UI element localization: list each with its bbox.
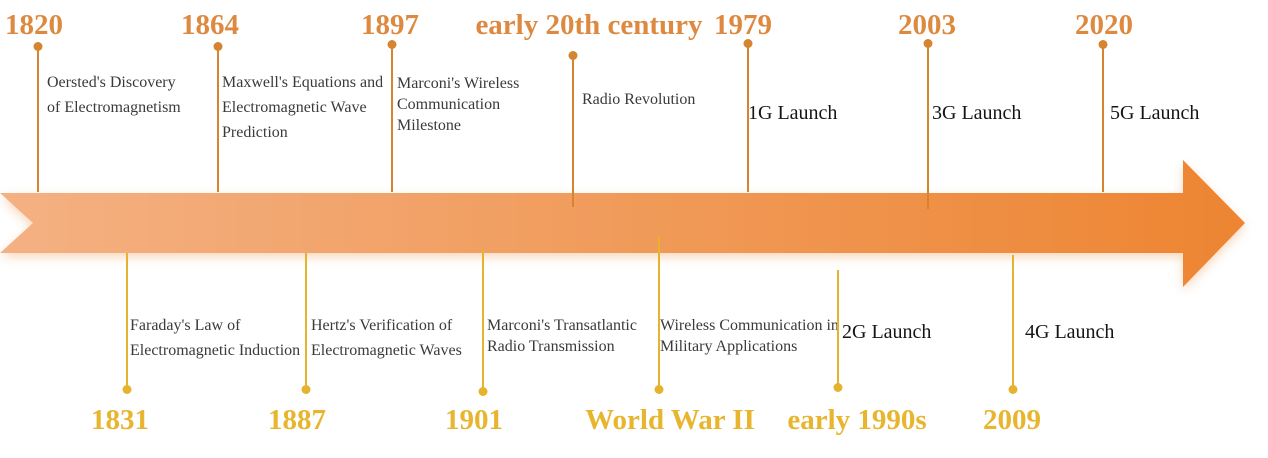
- event-text: 1G Launch: [748, 101, 837, 125]
- event-text-line: Radio Revolution: [582, 91, 696, 108]
- year-world-war-ii: World War II: [585, 404, 755, 436]
- connector-dot: [213, 42, 223, 51]
- year-2003: 2003: [898, 9, 956, 41]
- connector-line: [37, 50, 39, 192]
- event-text: Faraday's Law of Electromagnetic Inducti…: [130, 313, 300, 363]
- event-text: 4G Launch: [1025, 320, 1114, 344]
- event-text-line: 2G Launch: [842, 321, 932, 343]
- year-1820: 1820: [5, 9, 63, 41]
- year-1901: 1901: [445, 404, 503, 436]
- year-1887: 1887: [268, 404, 326, 436]
- event-text: 3G Launch: [932, 101, 1021, 125]
- event-text-line: 5G Launch: [1110, 102, 1200, 124]
- connector-dot: [478, 387, 488, 396]
- connector-dot: [568, 51, 578, 60]
- event-text: Maxwell's Equations and Electromagnetic …: [222, 70, 383, 145]
- connector-dot: [33, 42, 43, 51]
- event-text-line: Hertz's Verification of: [311, 317, 453, 334]
- event-text-line: Marconi's Transatlantic: [487, 317, 637, 334]
- year-1864: 1864: [181, 9, 239, 41]
- event-text: 5G Launch: [1110, 101, 1199, 125]
- connector-dot: [301, 385, 311, 394]
- event-text-line: Radio Transmission: [487, 338, 615, 355]
- event-text-line: Electromagnetic Waves: [311, 342, 462, 359]
- connector-dot: [654, 385, 664, 394]
- connector-dot: [122, 385, 132, 394]
- connector-dot: [387, 40, 397, 49]
- event-text-line: Maxwell's Equations and: [222, 74, 384, 91]
- year-early-20th-century: early 20th century: [475, 9, 703, 41]
- event-text-line: Faraday's Law of: [130, 317, 241, 334]
- connector-line: [126, 253, 128, 386]
- event-text-line: Electromagnetic Induction: [130, 342, 301, 359]
- event-text-line: Prediction: [222, 124, 288, 141]
- connector-line: [747, 47, 749, 192]
- year-2009: 2009: [983, 404, 1041, 436]
- event-text-line: Oersted's Discovery: [47, 74, 176, 91]
- connector-line: [1102, 48, 1104, 192]
- connector-line: [1012, 255, 1014, 386]
- connector-dot: [1098, 40, 1108, 49]
- year-1831: 1831: [91, 404, 149, 436]
- connector-line: [572, 59, 574, 207]
- event-text-line: Military Applications: [660, 338, 798, 355]
- connector-line: [305, 253, 307, 386]
- connector-dot: [923, 39, 933, 48]
- connector-line: [658, 237, 660, 386]
- connector-line: [837, 270, 839, 386]
- event-text: Radio Revolution: [582, 87, 695, 112]
- event-text-line: 1G Launch: [748, 102, 838, 124]
- event-text-line: Communication: [397, 96, 501, 113]
- event-text-line: of Electromagnetism: [47, 99, 181, 116]
- event-text-line: 4G Launch: [1025, 321, 1115, 343]
- connector-line: [217, 50, 219, 192]
- event-text: Wireless Communication in Military Appli…: [660, 315, 839, 357]
- year-early-1990s: early 1990s: [787, 404, 927, 436]
- connector-dot: [1008, 385, 1018, 394]
- event-text: Marconi's Wireless Communication Milesto…: [397, 73, 519, 136]
- event-text: 2G Launch: [842, 320, 931, 344]
- connector-line: [391, 48, 393, 192]
- event-text: Marconi's Transatlantic Radio Transmissi…: [487, 315, 637, 357]
- year-1979: 1979: [714, 9, 772, 41]
- event-text-line: Marconi's Wireless: [397, 75, 520, 92]
- event-text: Hertz's Verification of Electromagnetic …: [311, 313, 462, 363]
- connector-dot: [743, 39, 753, 48]
- connector-line: [482, 250, 484, 388]
- event-text-line: Wireless Communication in: [660, 317, 839, 334]
- connector-line: [927, 47, 929, 209]
- event-text-line: Electromagnetic Wave: [222, 99, 367, 116]
- event-text-line: 3G Launch: [932, 102, 1022, 124]
- year-2020: 2020: [1075, 9, 1133, 41]
- event-text: Oersted's Discovery of Electromagnetism: [47, 70, 181, 120]
- year-1897: 1897: [361, 9, 419, 41]
- event-text-line: Milestone: [397, 117, 461, 134]
- arrow-shape: [0, 160, 1245, 287]
- connector-dot: [833, 383, 843, 392]
